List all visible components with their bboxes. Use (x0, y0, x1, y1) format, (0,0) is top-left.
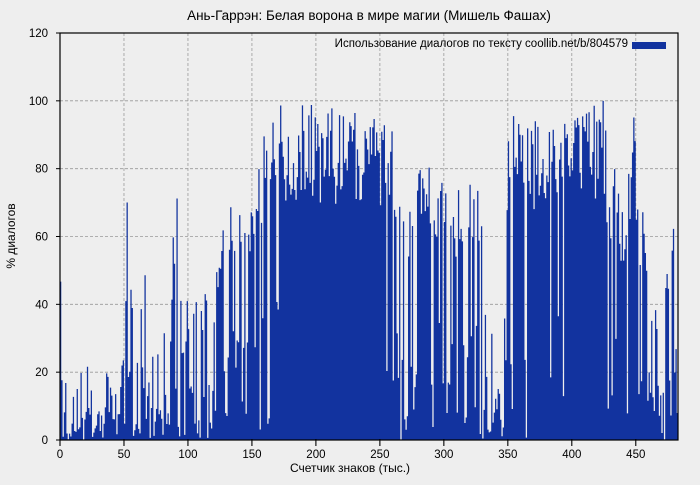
svg-text:120: 120 (29, 28, 48, 40)
svg-text:80: 80 (35, 164, 48, 176)
svg-text:60: 60 (35, 232, 48, 244)
svg-text:200: 200 (306, 449, 325, 461)
svg-text:450: 450 (626, 449, 645, 461)
svg-text:50: 50 (118, 449, 131, 461)
svg-text:300: 300 (434, 449, 453, 461)
svg-text:250: 250 (370, 449, 389, 461)
svg-text:400: 400 (562, 449, 581, 461)
svg-text:350: 350 (498, 449, 517, 461)
svg-text:20: 20 (35, 367, 48, 379)
svg-text:150: 150 (242, 449, 261, 461)
svg-text:0: 0 (57, 449, 63, 461)
svg-text:0: 0 (42, 435, 48, 447)
svg-text:100: 100 (29, 96, 48, 108)
svg-text:40: 40 (35, 299, 48, 311)
svg-text:100: 100 (178, 449, 197, 461)
